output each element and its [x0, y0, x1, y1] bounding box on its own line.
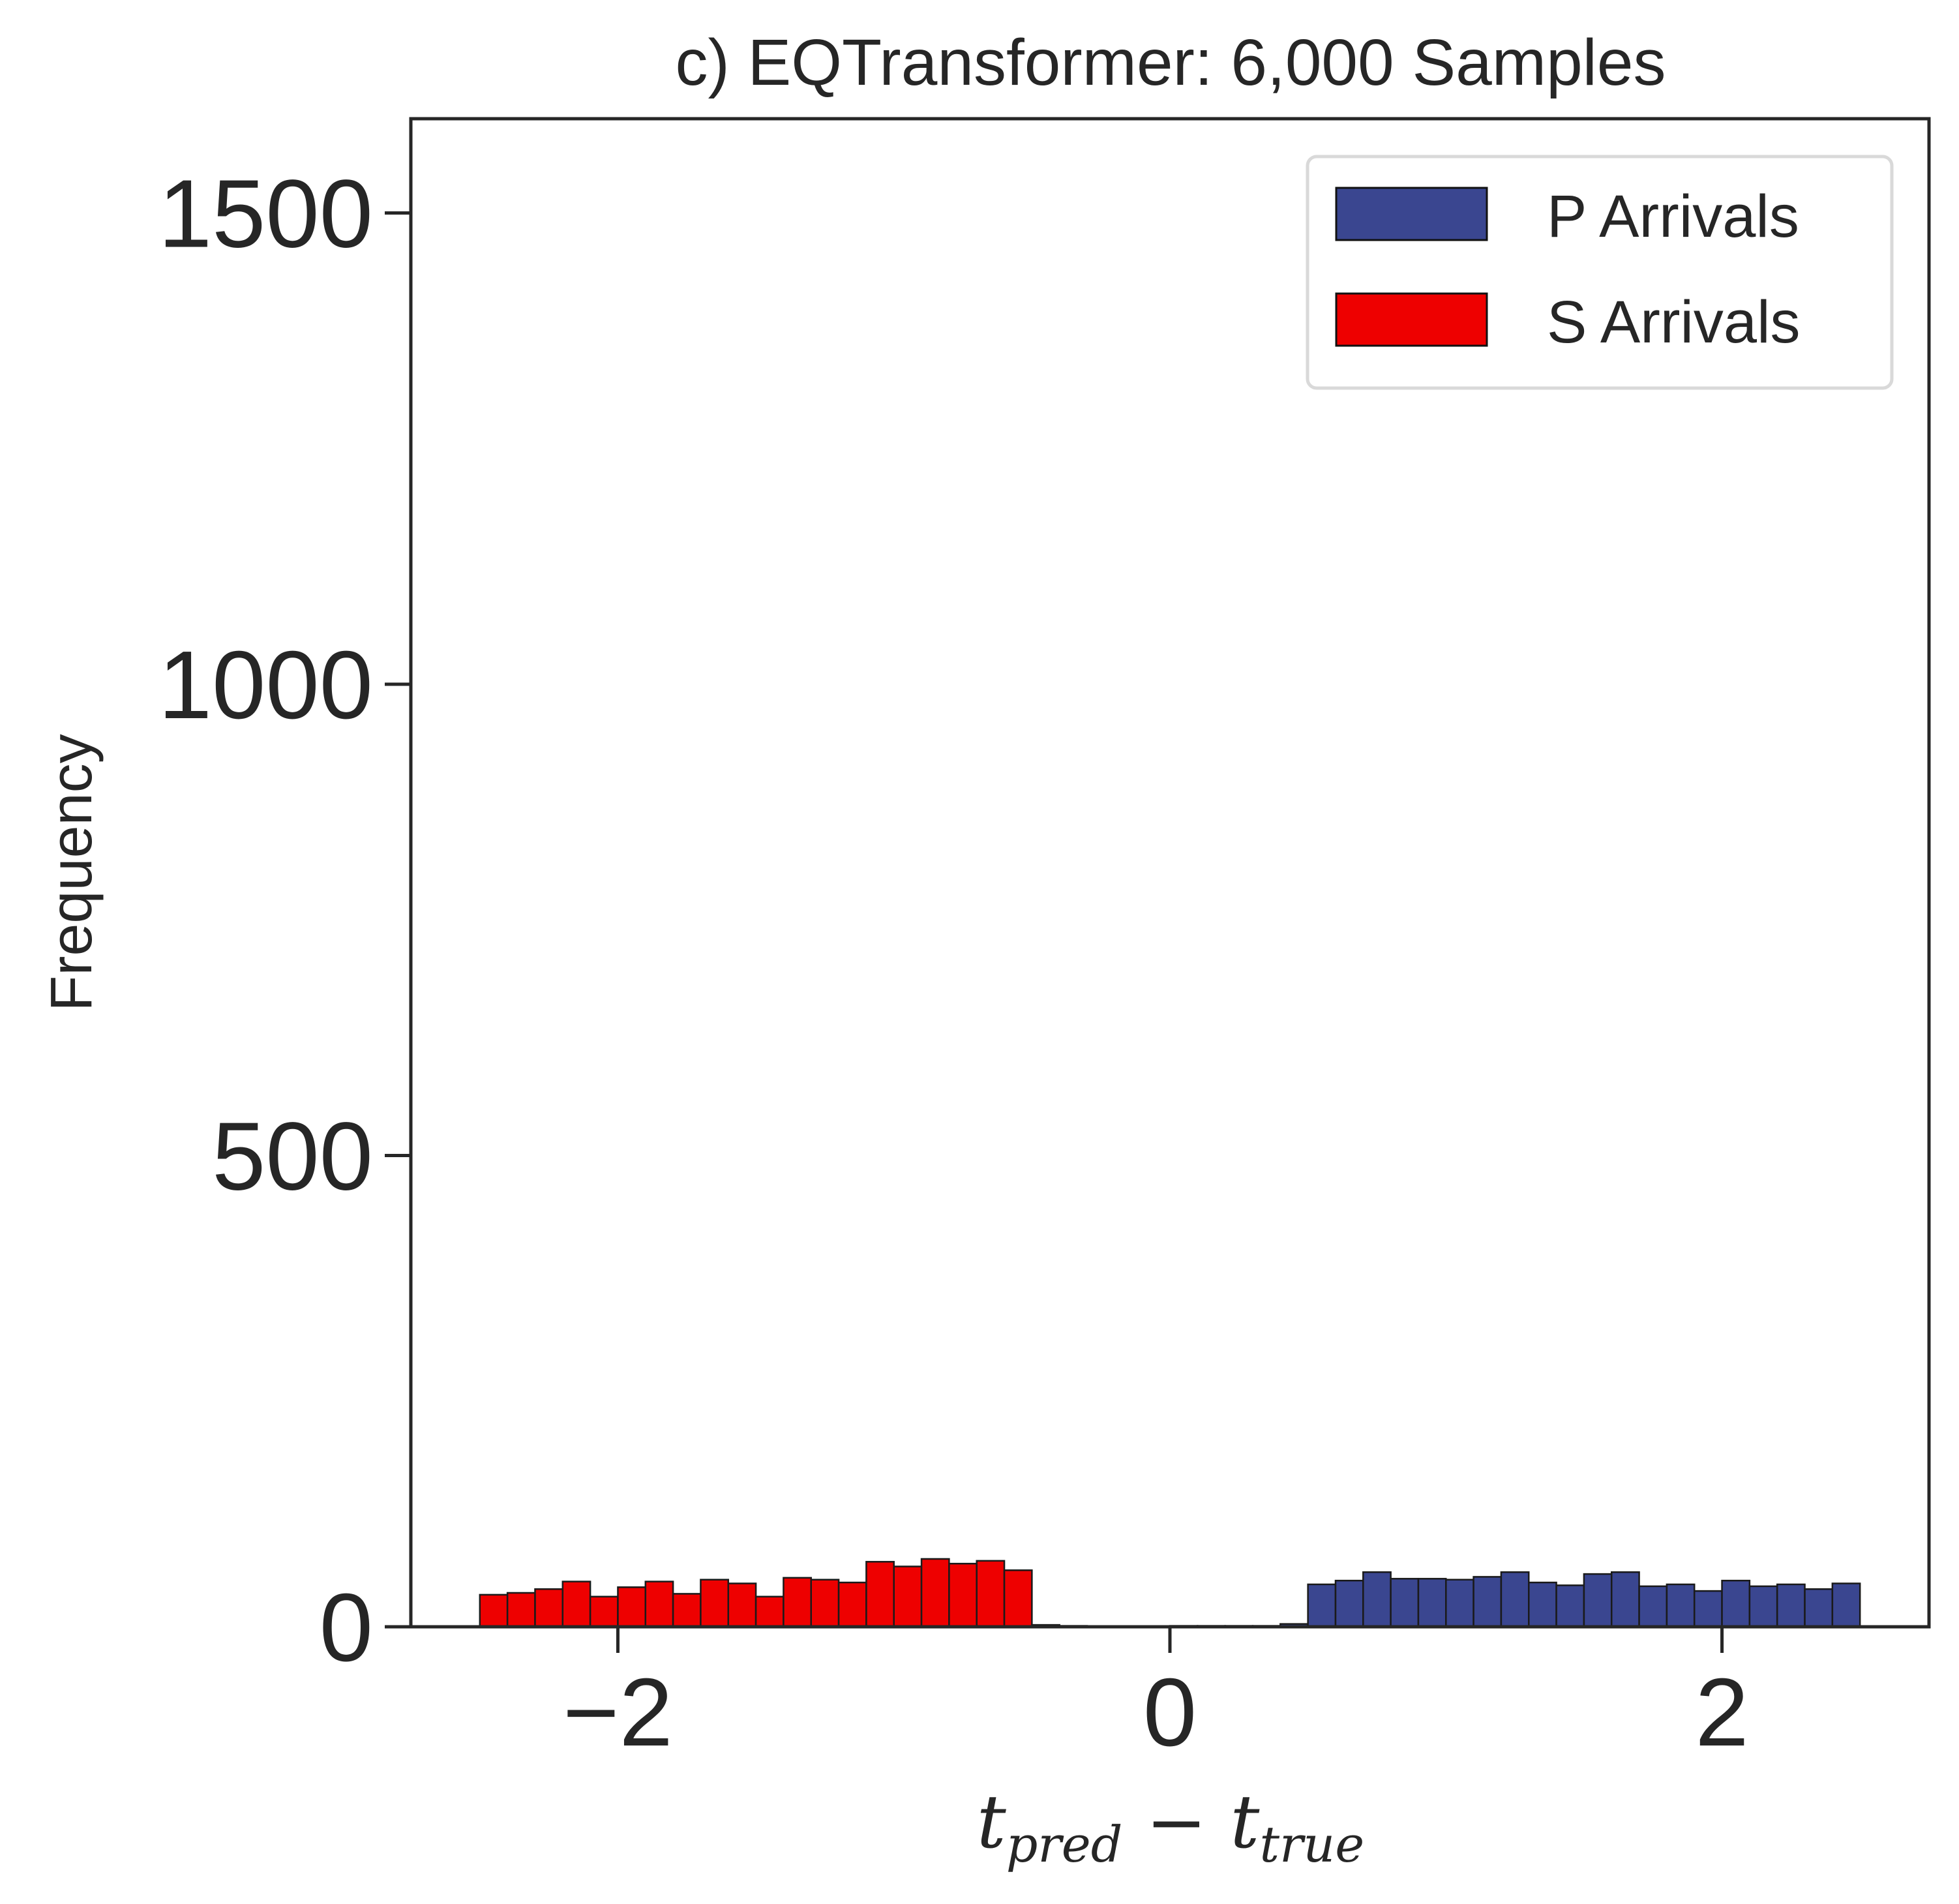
legend-swatch-s	[1335, 292, 1488, 347]
x-label-t2: t	[1230, 1780, 1260, 1865]
bar-s-7	[672, 1593, 702, 1628]
bar-p-43	[1666, 1583, 1696, 1628]
bar-p-37	[1500, 1571, 1530, 1628]
bar-p-47	[1776, 1583, 1806, 1628]
bar-s-17	[948, 1562, 978, 1628]
bar-s-13	[837, 1581, 867, 1628]
bar-s-18	[976, 1560, 1006, 1628]
legend-label-s: S Arrivals	[1547, 289, 1801, 355]
legend-label-p: P Arrivals	[1547, 183, 1799, 250]
bar-p-41	[1610, 1571, 1640, 1628]
x-axis: −2 0 2	[563, 1627, 1749, 1766]
bar-p-32	[1362, 1571, 1392, 1628]
y-tick-label-2: 1000	[158, 631, 373, 739]
y-tick-label-1: 500	[212, 1103, 373, 1211]
x-label-minus: −	[1122, 1780, 1230, 1865]
bar-s-12	[810, 1579, 840, 1628]
bar-p-36	[1473, 1576, 1503, 1628]
bar-p-48	[1804, 1588, 1834, 1628]
x-tick-label-0: −2	[563, 1659, 673, 1766]
x-label-sub2: true	[1259, 1815, 1364, 1873]
bar-s-4	[589, 1595, 619, 1628]
bar-p-45	[1721, 1579, 1751, 1628]
bar-s-16	[920, 1558, 950, 1628]
bar-s-15	[893, 1565, 923, 1628]
x-tick-label-2: 2	[1695, 1659, 1748, 1766]
bar-s-1	[506, 1592, 536, 1628]
bar-s-8	[700, 1579, 730, 1628]
bar-p-38	[1528, 1581, 1557, 1628]
x-tick-label-1: 0	[1143, 1659, 1197, 1766]
bar-s-0	[479, 1594, 509, 1628]
bar-p-44	[1693, 1590, 1723, 1628]
bar-p-40	[1583, 1573, 1613, 1628]
bar-s-6	[644, 1580, 674, 1628]
bar-p-49	[1831, 1582, 1861, 1628]
x-label-sub1: pred	[1006, 1815, 1123, 1873]
y-axis: 0 500 1000 1500	[158, 160, 411, 1682]
y-tick-label-3: 1500	[158, 160, 373, 268]
y-tick-label-0: 0	[320, 1574, 373, 1682]
bars-layer	[479, 1558, 1861, 1628]
bar-p-30	[1307, 1583, 1337, 1628]
x-axis-label: tpred − ttrue	[977, 1780, 1364, 1873]
bar-p-39	[1555, 1584, 1585, 1628]
legend: P Arrivals S Arrivals	[1306, 155, 1894, 390]
x-label-t1: t	[977, 1780, 1007, 1865]
bar-s-9	[727, 1582, 757, 1628]
legend-swatch-p	[1335, 187, 1488, 241]
bar-p-42	[1638, 1585, 1668, 1628]
bar-p-35	[1445, 1579, 1474, 1628]
bar-s-14	[865, 1561, 895, 1628]
bar-s-3	[561, 1580, 591, 1628]
bar-p-34	[1417, 1578, 1447, 1628]
bar-p-31	[1334, 1579, 1364, 1628]
chart-title: c) EQTransformer: 6,000 Samples	[675, 26, 1666, 99]
y-axis-label: Frequency	[39, 734, 104, 1011]
bar-s-2	[534, 1588, 564, 1628]
bar-s-11	[783, 1577, 812, 1628]
bar-s-19	[1003, 1569, 1033, 1628]
bar-p-46	[1748, 1585, 1778, 1628]
bar-p-33	[1390, 1578, 1420, 1628]
bar-s-5	[617, 1586, 647, 1628]
bar-s-10	[755, 1595, 785, 1628]
